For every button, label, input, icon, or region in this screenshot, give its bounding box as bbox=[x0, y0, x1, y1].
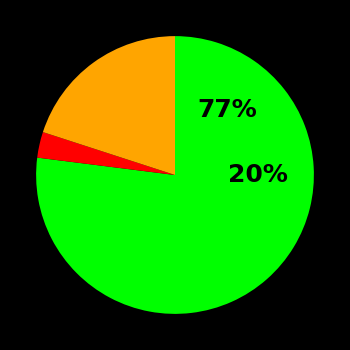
Text: 77%: 77% bbox=[197, 98, 257, 122]
Wedge shape bbox=[37, 132, 175, 175]
Wedge shape bbox=[43, 36, 175, 175]
Text: 20%: 20% bbox=[229, 163, 288, 187]
Wedge shape bbox=[36, 36, 314, 314]
